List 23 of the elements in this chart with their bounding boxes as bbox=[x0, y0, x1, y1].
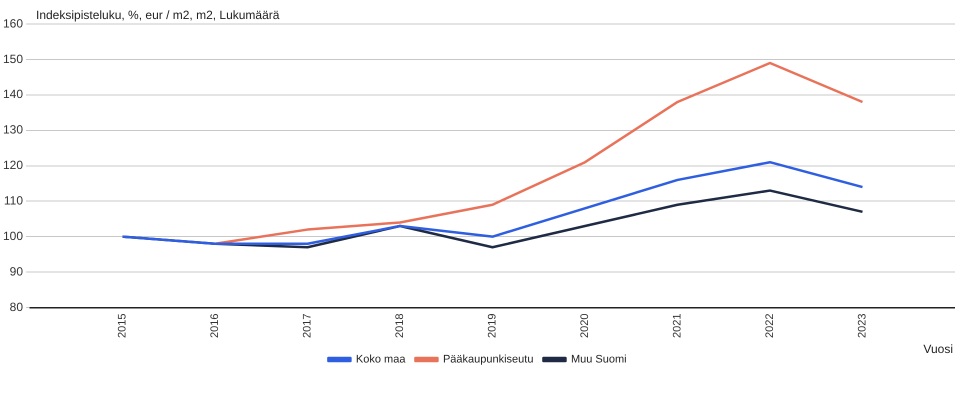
x-tick-label: 2015 bbox=[116, 314, 129, 338]
y-tick-label: 130 bbox=[2, 122, 24, 137]
x-tick-label: 2021 bbox=[672, 314, 684, 338]
x-tick-label: 2017 bbox=[302, 314, 314, 338]
x-tick-label: 2022 bbox=[764, 314, 776, 338]
legend-label: Muu Suomi bbox=[570, 354, 627, 366]
y-tick-label: 110 bbox=[4, 194, 24, 208]
y-tick-label: 140 bbox=[2, 87, 24, 102]
x-tick-label: 2023 bbox=[856, 314, 869, 338]
x-tick-label: 2016 bbox=[209, 314, 222, 338]
x-tick-label: 2019 bbox=[486, 314, 499, 338]
y-tick-label: 90 bbox=[10, 264, 24, 278]
y-tick-label: 160 bbox=[2, 16, 24, 30]
y-tick-label: 120 bbox=[2, 158, 24, 172]
y-tick-label: 150 bbox=[2, 52, 24, 66]
y-axis-title: Indeksipisteluku, %, eur / m2, m2, Lukumäärä bbox=[36, 8, 280, 22]
y-tick-label: 100 bbox=[2, 228, 24, 243]
x-tick-label: 2018 bbox=[394, 314, 406, 338]
legend-label: Koko maa bbox=[356, 354, 406, 366]
x-tick-label: 2020 bbox=[579, 314, 592, 338]
legend-label: Pääkaupunkiseutu bbox=[442, 354, 534, 366]
x-axis-title: Vuosi bbox=[923, 342, 953, 356]
y-tick-label: 80 bbox=[10, 300, 24, 314]
